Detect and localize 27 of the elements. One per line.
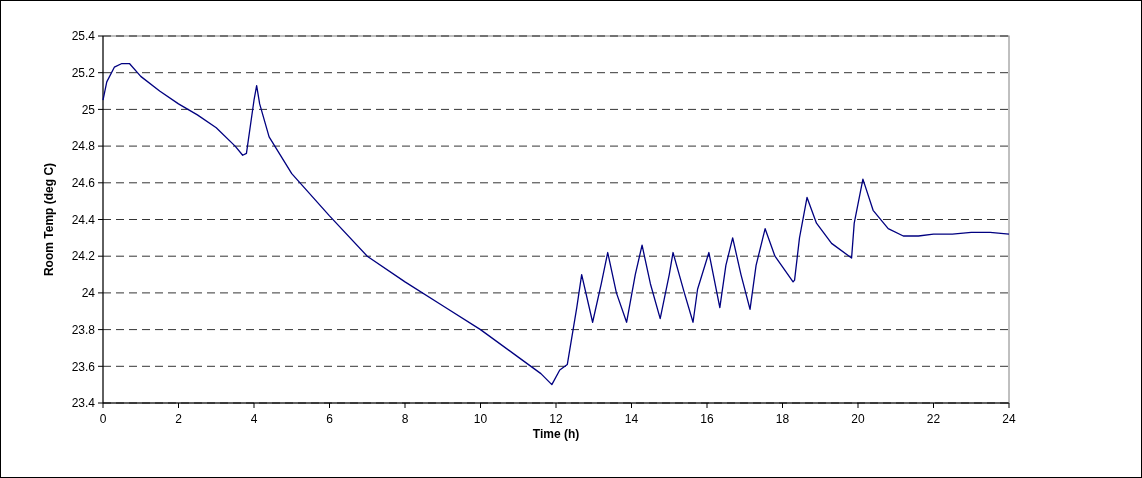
line-series [102, 62, 1010, 386]
x-tick-label: 4 [250, 412, 258, 426]
x-tick-label: 2 [175, 412, 183, 426]
y-tick-label: 25 [81, 102, 96, 117]
y-tick-label: 25.4 [71, 29, 96, 44]
x-axis-title: Time (h) [532, 427, 580, 441]
y-tick-label: 25.2 [71, 65, 96, 80]
x-tick-label: 14 [624, 412, 639, 426]
y-tick-label: 24 [81, 286, 96, 301]
y-tick-label: 23.8 [71, 322, 96, 337]
x-tick-label: 8 [401, 412, 409, 426]
y-axis-title: Room Temp (deg C) [42, 162, 56, 277]
x-tick-label: 24 [1002, 412, 1016, 426]
y-tick-label: 23.6 [71, 359, 96, 374]
x-tick-label: 12 [549, 412, 563, 426]
x-tick-label: 18 [775, 412, 790, 426]
x-tick-label: 20 [851, 412, 865, 426]
y-tick-label: 24.6 [71, 176, 96, 190]
x-tick-label: 0 [99, 412, 107, 426]
y-tick-label: 24.2 [71, 249, 96, 264]
y-tick-label: 23.4 [71, 396, 96, 411]
x-tick-label: 6 [326, 412, 334, 426]
x-tick-label: 22 [926, 412, 941, 426]
x-tick-label: 10 [473, 412, 488, 426]
y-tick-label: 24.8 [71, 139, 96, 154]
y-tick-label: 24.4 [71, 212, 96, 227]
x-tick-label: 16 [700, 412, 714, 426]
